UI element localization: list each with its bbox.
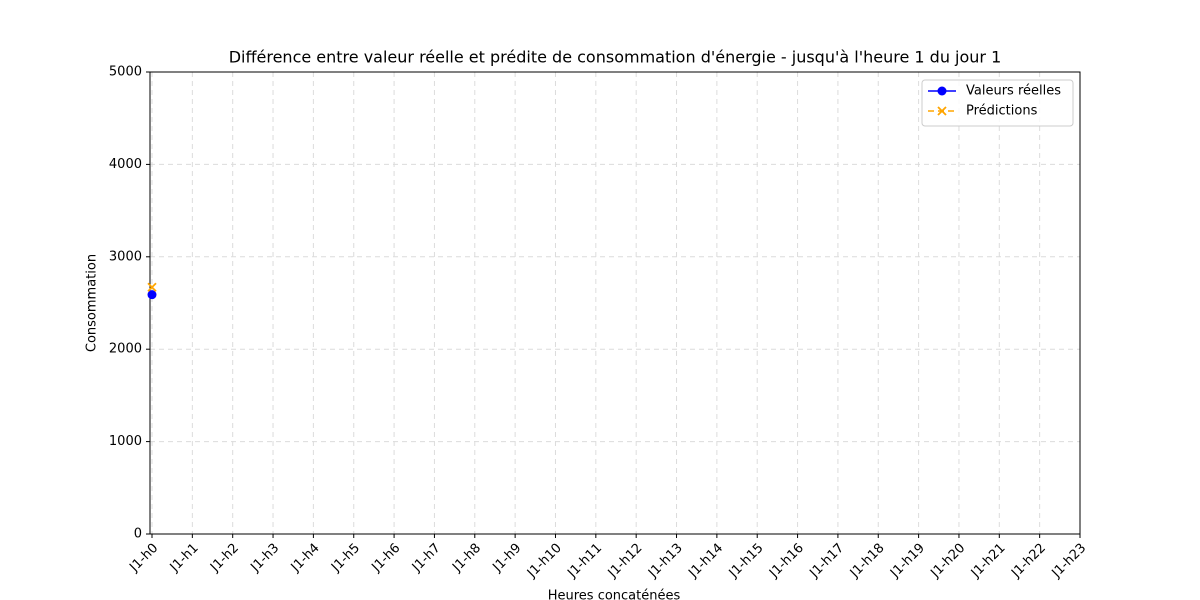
legend-marker [937, 86, 947, 96]
plot-frame [149, 71, 1081, 535]
x-tick-label: J1-h1 [167, 541, 202, 576]
x-tick-label: J1-h18 [847, 541, 888, 582]
y-tick-label: 4000 [109, 157, 142, 172]
x-tick-label: J1-h5 [328, 541, 363, 576]
x-tick-label: J1-h14 [685, 541, 726, 582]
y-tick-label: 0 [134, 527, 142, 542]
y-tick-label: 3000 [109, 249, 142, 264]
x-tick-label: J1-h19 [887, 541, 928, 582]
y-tick-label: 2000 [109, 342, 142, 357]
x-tick-label: J1-h17 [807, 541, 848, 582]
x-tick-label: J1-h23 [1049, 541, 1090, 582]
x-tick-label: J1-h6 [369, 541, 404, 576]
legend-label: Prédictions [966, 104, 1038, 119]
point [147, 282, 157, 292]
x-tick-label: J1-h15 [726, 541, 767, 582]
x-tick-label: J1-h0 [126, 541, 161, 576]
x-tick-label: J1-h2 [207, 541, 242, 576]
legend-label: Valeurs réelles [966, 84, 1061, 99]
point [147, 290, 157, 300]
y-tick-label: 5000 [109, 65, 142, 80]
x-tick-label: J1-h22 [1008, 541, 1049, 582]
x-tick-label: J1-h20 [928, 541, 969, 582]
x-tick-label: J1-h13 [645, 541, 686, 582]
legend-marker [937, 106, 947, 116]
x-tick-label: J1-h21 [968, 541, 1009, 582]
y-axis-label: Consommation [85, 254, 100, 352]
x-tick-label: J1-h12 [605, 541, 646, 582]
x-tick-label: J1-h9 [490, 541, 525, 576]
y-tick-label: 1000 [109, 434, 142, 449]
x-tick-label: J1-h11 [564, 541, 605, 582]
x-tick-label: J1-h8 [449, 541, 484, 576]
x-tick-label: J1-h4 [288, 541, 323, 576]
x-tick-label: J1-h3 [247, 541, 282, 576]
x-tick-label: J1-h16 [766, 541, 807, 582]
x-axis-label: Heures concaténées [548, 589, 681, 600]
legend-box [921, 79, 1074, 127]
x-tick-label: J1-h7 [409, 541, 444, 576]
chart-title: Différence entre valeur réelle et prédit… [229, 48, 1002, 67]
x-tick-label: J1-h10 [524, 541, 565, 582]
